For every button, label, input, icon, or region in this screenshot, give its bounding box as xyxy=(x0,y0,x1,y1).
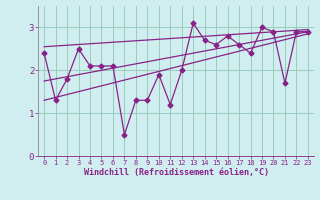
X-axis label: Windchill (Refroidissement éolien,°C): Windchill (Refroidissement éolien,°C) xyxy=(84,168,268,177)
